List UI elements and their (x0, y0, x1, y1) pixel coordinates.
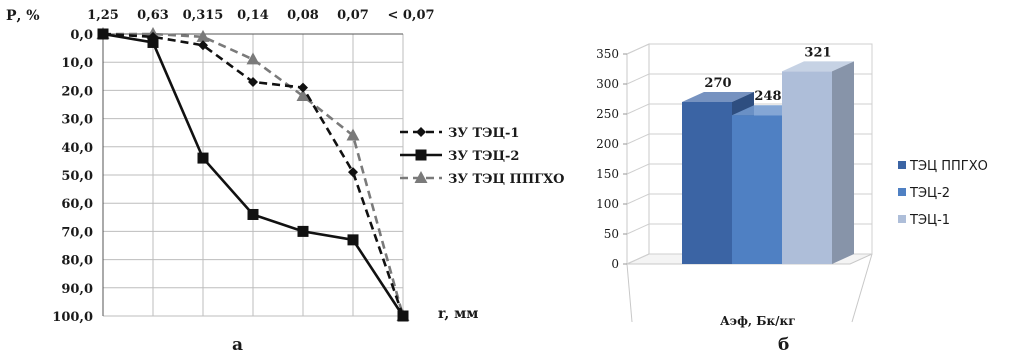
series-point-square (297, 225, 309, 237)
line-chart-x-tick-label: 0,63 (137, 8, 169, 23)
bar-3: 321 (782, 45, 854, 265)
bar-chart-y-tick-labels: 0 50 100 150 200 250 300 350 (596, 47, 619, 271)
line-chart: 0,0 10,0 20,0 30,0 40,0 50,0 60,0 70,0 80,0 90,0 1… (6, 8, 565, 325)
series-point-triangle (346, 128, 360, 141)
line-chart-y-tick-label: 70,0 (61, 225, 93, 240)
line-chart-y-tick-label: 40,0 (61, 141, 93, 156)
line-chart-gridlines (103, 33, 404, 317)
bar-front-face (682, 102, 732, 264)
line-chart-y-tick-labels: 0,0 10,0 20,0 30,0 40,0 50,0 60,0 70,0 80,0 90,0 1… (52, 28, 93, 325)
bar-chart-y-tick-label: 0 (611, 257, 619, 271)
series-point-triangle (246, 52, 260, 65)
line-chart-y-tick-label: 80,0 (61, 254, 93, 269)
bar-chart-gridline (626, 43, 872, 55)
bar-side-face (832, 61, 854, 265)
bar-chart-y-tick-label: 100 (596, 197, 619, 211)
line-chart-y-tick-label: 90,0 (61, 282, 93, 297)
bar-chart-frame-left (626, 263, 633, 323)
series-point-square (147, 36, 159, 48)
bar-legend-swatch (898, 161, 906, 169)
bar-front-face (782, 71, 832, 265)
line-chart-y-tick-label: 30,0 (61, 113, 93, 128)
series-point-square (97, 28, 109, 40)
bar-legend-label: ТЭЦ-1 (909, 213, 950, 228)
bar-top-face (682, 92, 754, 102)
series-point-diamond (198, 40, 208, 51)
series-point-square (247, 208, 259, 220)
line-chart-y-axis-title: Р, % (6, 8, 40, 24)
line-chart-series (96, 27, 410, 322)
panel-label-a: а (232, 335, 243, 355)
line-chart-x-tick-label: 0,07 (337, 8, 369, 23)
series-point-square (415, 149, 427, 161)
bar-chart-y-tick-label: 200 (596, 137, 619, 151)
bar-chart-y-tick-label: 300 (596, 77, 619, 91)
bar-top-face (782, 61, 854, 72)
bar-chart-y-tick-label: 50 (604, 227, 619, 241)
bar-chart-y-tick-label: 150 (596, 167, 619, 181)
line-chart-y-tick-label: 0,0 (70, 28, 93, 43)
series-point-diamond (298, 82, 308, 93)
legend-label: ЗУ ТЭЦ ППГХО (448, 172, 565, 187)
bar-chart-x-axis-title: Аэф, Бк/кг (720, 314, 796, 328)
legend-label: ЗУ ТЭЦ-1 (448, 126, 519, 141)
bar-chart-legend: ТЭЦ ППГХО ТЭЦ-2 ТЭЦ-1 (898, 159, 988, 228)
line-chart-x-tick-label: 0,14 (237, 8, 269, 23)
line-chart-y-tick-label: 20,0 (61, 84, 93, 99)
line-chart-x-tick-label: 0,08 (287, 8, 319, 23)
line-chart-x-tick-label: 0,315 (183, 8, 224, 23)
series-point-diamond (248, 76, 258, 87)
legend-entry: ЗУ ТЭЦ-1 (400, 126, 519, 141)
line-chart-x-axis-title: r, мм (438, 306, 478, 322)
bar-side-shade (832, 61, 854, 265)
bar-legend-label: ТЭЦ-2 (909, 186, 950, 201)
line-chart-y-tick-label: 50,0 (61, 169, 93, 184)
bar-legend-swatch (898, 188, 906, 196)
bar-chart-3d: 0 50 100 150 200 250 300 350 270 248 321 ТЭЦ ППГХ… (596, 43, 988, 328)
bar-legend-entry: ТЭЦ ППГХО (898, 159, 988, 174)
bar-chart-y-tick-label: 350 (596, 47, 619, 61)
bar-legend-entry: ТЭЦ-2 (898, 186, 950, 201)
series-point-triangle (196, 29, 210, 42)
line-chart-x-tick-label: 1,25 (87, 8, 119, 23)
bar-data-label: 270 (704, 76, 731, 91)
line-chart-y-tick-label: 60,0 (61, 197, 93, 212)
line-chart-y-tick-label: 100,0 (52, 310, 93, 325)
series-point-square (397, 310, 409, 322)
series-point-square (197, 152, 209, 164)
panel-label-b: б (778, 335, 789, 355)
bar-chart-bars: 270 248 321 (682, 45, 854, 265)
bar-data-label: 248 (754, 89, 781, 104)
bar-legend-swatch (898, 215, 906, 223)
bar-chart-side-wall (626, 43, 650, 265)
bar-top-highlight (782, 61, 854, 72)
series-point-diamond (416, 127, 426, 137)
bar-legend-label: ТЭЦ ППГХО (909, 159, 988, 174)
bar-front-face (732, 115, 782, 264)
series-point-square (347, 234, 359, 246)
bar-top-highlight (682, 92, 754, 102)
series-point-diamond (348, 167, 358, 178)
bar-chart-y-tick-label: 250 (596, 107, 619, 121)
legend-label: ЗУ ТЭЦ-2 (448, 149, 519, 164)
line-chart-x-tick-label: < 0,07 (387, 8, 434, 23)
legend-entry: ЗУ ТЭЦ ППГХО (400, 171, 565, 187)
line-chart-x-tick-labels: 1,25 0,63 0,315 0,14 0,08 0,07 < 0,07 (87, 8, 434, 23)
series-point-triangle (296, 89, 310, 102)
bar-chart-frame-right (851, 253, 873, 323)
bar-legend-entry: ТЭЦ-1 (898, 213, 950, 228)
series-point-triangle (414, 171, 428, 183)
line-chart-legend: ЗУ ТЭЦ-1 ЗУ ТЭЦ-2 ЗУ ТЭЦ ППГХО (400, 126, 565, 187)
line-series-2 (97, 28, 409, 322)
line-chart-y-tick-label: 10,0 (61, 56, 93, 71)
legend-entry: ЗУ ТЭЦ-2 (400, 149, 519, 164)
bar-data-label: 321 (804, 45, 831, 60)
